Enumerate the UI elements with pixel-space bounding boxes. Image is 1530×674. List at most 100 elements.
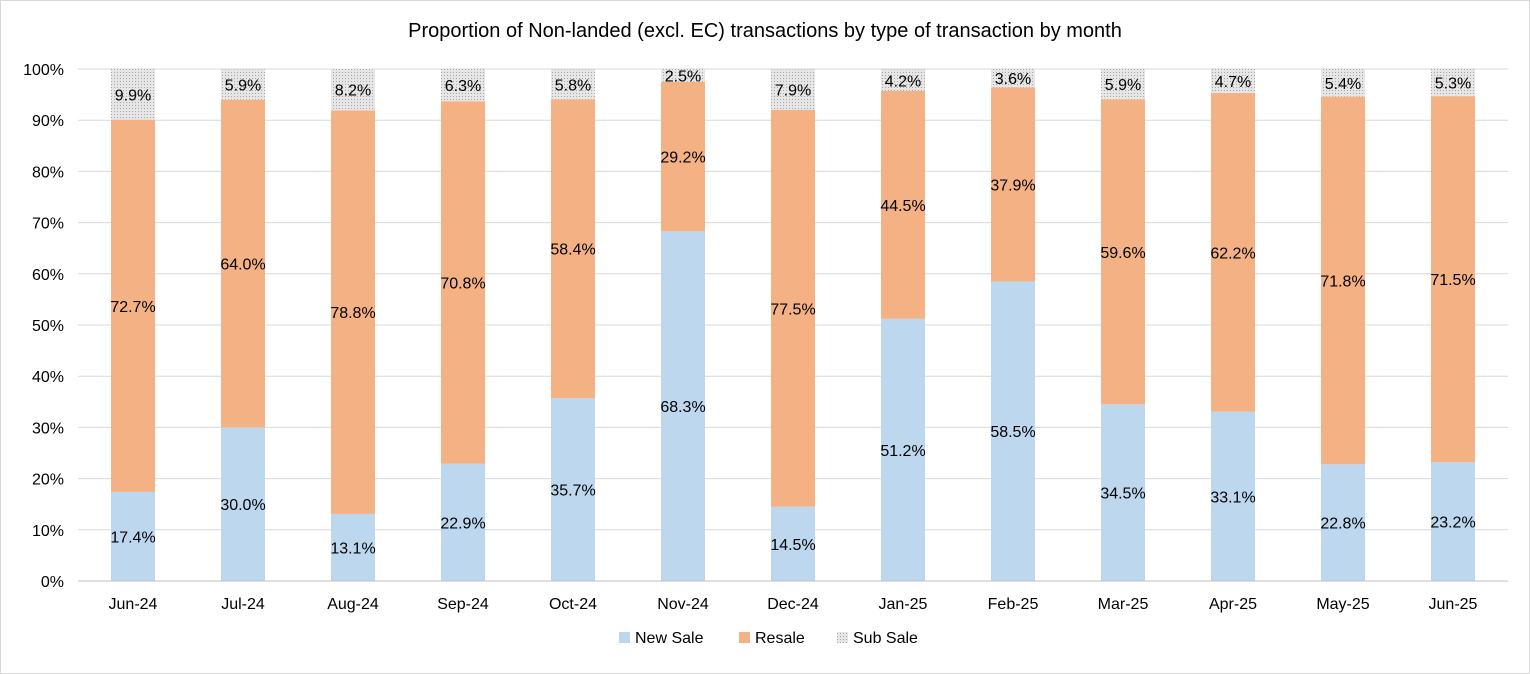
bar-segment	[331, 68, 375, 111]
bar-segment	[1211, 69, 1255, 94]
bar-segment	[331, 110, 375, 514]
data-label: 9.9%	[115, 87, 151, 104]
bar-segment	[551, 99, 595, 399]
y-tick-label: 10%	[32, 523, 64, 540]
y-tick-label: 60%	[32, 267, 64, 284]
data-label: 44.5%	[880, 198, 925, 215]
x-tick-label: Aug-24	[327, 596, 379, 613]
bar-segment	[661, 69, 705, 82]
data-label: 22.9%	[440, 515, 485, 532]
data-label: 23.2%	[1430, 515, 1475, 532]
x-tick-label: Oct-24	[549, 596, 597, 613]
bar-segment	[441, 101, 485, 464]
bars	[111, 68, 1475, 581]
data-label: 30.0%	[220, 497, 265, 514]
y-tick-label: 100%	[23, 62, 64, 79]
data-label: 71.8%	[1320, 273, 1365, 290]
bar-segment	[331, 513, 375, 581]
legend-entry: New Sale	[635, 630, 704, 647]
data-label: 22.8%	[1320, 516, 1365, 533]
bar-segment	[661, 81, 705, 232]
x-tick-label: Mar-25	[1098, 596, 1149, 613]
bar-segment	[1431, 69, 1475, 97]
y-tick-label: 90%	[32, 113, 64, 130]
bar-segment	[221, 99, 265, 428]
y-tick-label: 40%	[32, 369, 64, 386]
bar-segment	[1321, 96, 1365, 465]
bar-segment	[1321, 464, 1365, 581]
data-label: 5.9%	[225, 78, 261, 95]
bar-segment	[111, 491, 155, 581]
bar-segment	[441, 463, 485, 581]
data-label: 51.2%	[880, 443, 925, 460]
bar-segment	[551, 69, 595, 100]
x-tick-label: Apr-25	[1209, 596, 1257, 613]
y-tick-label: 0%	[41, 574, 64, 591]
bar-segment	[1101, 69, 1145, 100]
bar-segment	[111, 69, 155, 120]
data-label: 8.2%	[335, 82, 371, 99]
data-label: 35.7%	[550, 483, 595, 500]
bar-segment	[221, 427, 265, 581]
x-tick-label: May-25	[1316, 596, 1369, 613]
data-label: 29.2%	[660, 150, 705, 167]
data-label: 71.5%	[1430, 272, 1475, 289]
bar-segment	[991, 281, 1035, 581]
data-label: 4.2%	[885, 73, 921, 90]
bar-segment	[1431, 96, 1475, 463]
x-tick-label: Feb-25	[988, 596, 1039, 613]
data-label: 14.5%	[770, 537, 815, 554]
x-tick-label: Sep-24	[437, 596, 489, 613]
data-label: 37.9%	[990, 177, 1035, 194]
legend-swatch	[619, 632, 630, 643]
bar-segment	[771, 506, 815, 581]
y-tick-label: 30%	[32, 420, 64, 437]
data-label: 64.0%	[220, 257, 265, 274]
data-label: 72.7%	[110, 299, 155, 316]
bar-segment	[661, 231, 705, 581]
x-tick-label: Jun-24	[109, 596, 158, 613]
bar-segment	[991, 69, 1035, 88]
bar-segment	[1211, 93, 1255, 412]
bar-segment	[1101, 404, 1145, 581]
data-labels: 17.4% 72.7% 9.9% 30.0% 64.0% 5.9% 13.1% 78.8% 8.…	[110, 68, 1475, 557]
data-label: 6.3%	[445, 78, 481, 95]
data-label: 17.4%	[110, 529, 155, 546]
data-label: 7.9%	[775, 83, 811, 100]
data-label: 78.8%	[330, 305, 375, 322]
axes: 0% 10% 20% 30% 40% 50% 60% 70% 80% 90% 100% Jun-24 J…	[23, 62, 1508, 613]
legend-swatch	[837, 632, 848, 643]
data-label: 3.6%	[995, 71, 1031, 88]
data-label: 62.2%	[1210, 245, 1255, 262]
bar-segment	[771, 69, 815, 110]
bar-segment	[111, 119, 155, 492]
data-label: 5.9%	[1105, 77, 1141, 94]
chart-title: Proportion of Non-landed (excl. EC) tran…	[408, 20, 1122, 42]
x-tick-label: Jun-25	[1429, 596, 1478, 613]
data-label: 59.6%	[1100, 245, 1145, 262]
data-label: 58.5%	[990, 424, 1035, 441]
bar-segment	[881, 69, 925, 92]
bar-segment	[991, 87, 1035, 282]
legend-swatch	[739, 632, 750, 643]
data-label: 77.5%	[770, 301, 815, 318]
data-label: 5.8%	[555, 77, 591, 94]
y-tick-label: 50%	[32, 318, 64, 335]
y-tick-label: 80%	[32, 164, 64, 181]
bar-segment	[1211, 411, 1255, 581]
data-label: 33.1%	[1210, 489, 1255, 506]
data-label: 34.5%	[1100, 486, 1145, 503]
data-label: 5.4%	[1325, 76, 1361, 93]
bar-segment	[771, 109, 815, 507]
bar-segment	[1101, 99, 1145, 405]
data-label: 58.4%	[550, 242, 595, 259]
data-label: 5.3%	[1435, 76, 1471, 93]
legend-entry: Sub Sale	[853, 630, 918, 647]
data-label: 68.3%	[660, 399, 705, 416]
data-label: 2.5%	[665, 68, 701, 85]
y-tick-label: 70%	[32, 216, 64, 233]
bar-segment	[551, 398, 595, 581]
data-label: 13.1%	[330, 540, 375, 557]
data-label: 70.8%	[440, 276, 485, 293]
